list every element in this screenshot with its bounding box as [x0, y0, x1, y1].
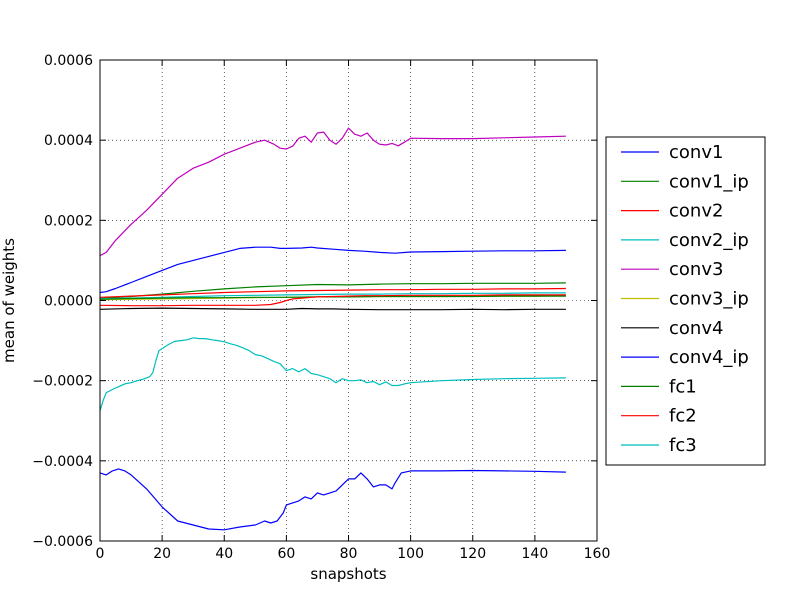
series-line-conv3 — [99, 127, 566, 257]
y-tick-label: 0.0004 — [44, 133, 93, 149]
x-tick-label: 40 — [215, 546, 233, 562]
legend-box — [605, 136, 766, 466]
legend-entry-conv2: conv2 — [669, 201, 723, 222]
x-tick-label: 100 — [397, 546, 424, 562]
series-line-conv2-ip — [99, 292, 566, 300]
ticks: 0 20 40 60 80 100 120 140 160 −0.0006 −0.0004 −0.00… — [32, 53, 610, 562]
legend-entry-conv1: conv1 — [669, 142, 723, 163]
y-tick-label: 0.0002 — [44, 213, 93, 229]
x-tick-label: 80 — [340, 546, 358, 562]
y-tick-label: 0.0000 — [44, 294, 93, 310]
legend-entry-fc3: fc3 — [669, 435, 697, 456]
legend-entry-conv4-ip: conv4_ip — [669, 347, 749, 368]
legend-entry-conv3: conv3 — [669, 259, 723, 280]
x-tick-label: 20 — [153, 546, 171, 562]
x-axis-label: snapshots — [310, 565, 386, 583]
series-line-conv2 — [99, 287, 566, 298]
y-tick-label: 0.0006 — [44, 53, 93, 69]
y-tick-label: −0.0004 — [32, 454, 93, 470]
series-line-conv4 — [99, 307, 566, 311]
x-tick-label: 160 — [584, 546, 611, 562]
legend-entry-fc2: fc2 — [669, 406, 697, 427]
legend-entry-conv1-ip: conv1_ip — [669, 171, 749, 192]
legend-entry-conv4: conv4 — [669, 318, 723, 339]
legend-entry-fc1: fc1 — [669, 376, 697, 397]
y-tick-label: −0.0002 — [32, 374, 93, 390]
series-line-conv1 — [99, 246, 566, 294]
x-tick-label: 0 — [96, 546, 105, 562]
y-axis-label: mean of weights — [0, 238, 18, 363]
series-line-fc2 — [99, 294, 566, 307]
series-layer — [99, 127, 566, 531]
series-line-fc3 — [99, 337, 566, 411]
series-line-conv4-ip — [99, 468, 566, 531]
legend-entry-conv2-ip: conv2_ip — [669, 230, 749, 251]
legend: conv1 conv1_ip conv2 conv2_ip conv3 conv3_ipc… — [605, 136, 766, 466]
x-tick-label: 140 — [522, 546, 549, 562]
x-tick-label: 60 — [277, 546, 295, 562]
x-tick-label: 120 — [459, 546, 486, 562]
y-tick-label: −0.0006 — [32, 534, 93, 550]
series-line-conv1-ip — [99, 282, 566, 300]
legend-entry-conv3-ip: conv3_ip — [669, 289, 749, 310]
